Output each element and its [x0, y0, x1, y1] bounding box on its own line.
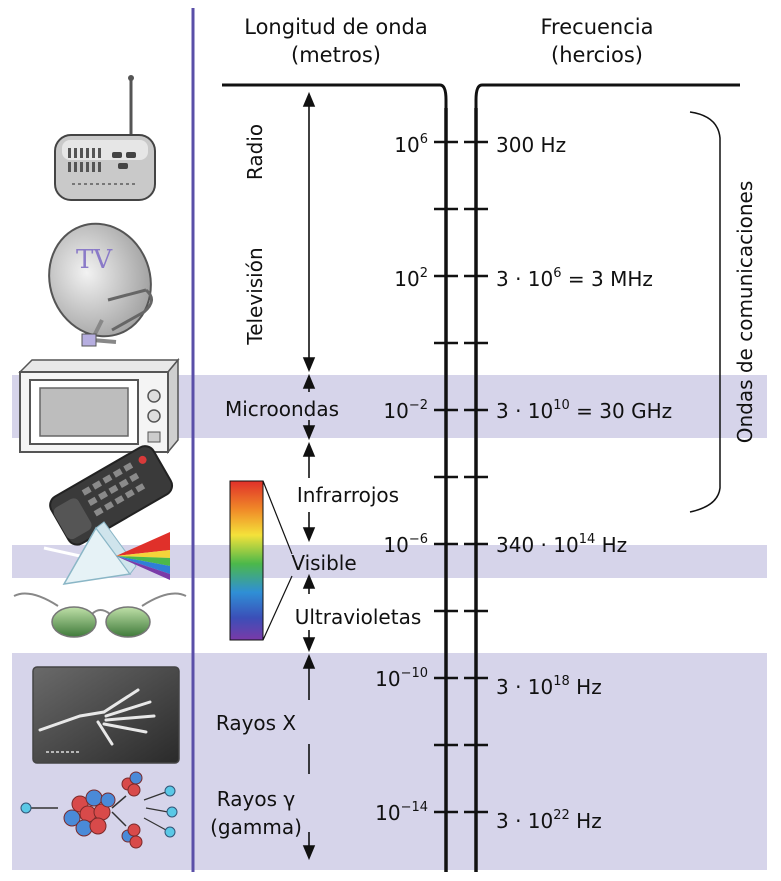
radio-icon	[54, 75, 156, 201]
wavelength-title: Longitud de onda	[244, 15, 427, 39]
wavelength-tick-label: 10−10	[375, 666, 428, 691]
frequency-unit: (hercios)	[551, 43, 643, 67]
remote-control-icon	[49, 445, 174, 546]
frequency-tick-label: 300 Hz	[496, 133, 566, 157]
frequency-title: Frecuencia	[541, 15, 654, 39]
frequency-tick-label: 3 · 106 = 3 MHz	[496, 266, 653, 291]
frequency-tick-label: 340 · 1014 Hz	[496, 532, 627, 557]
sunglasses-icon	[13, 592, 187, 638]
prism-icon	[43, 521, 170, 585]
frequency-tick-labels: 300 Hz 3 · 106 = 3 MHz 3 · 1010 = 30 GHz…	[496, 133, 672, 833]
svg-text:TV: TV	[76, 245, 113, 275]
wavelength-tick-label: 10−14	[375, 800, 428, 825]
band-label-infrared: Infrarrojos	[297, 483, 399, 507]
communications-label: Ondas de comunicaciones	[733, 181, 757, 444]
frequency-tick-label: 3 · 1010 = 30 GHz	[496, 398, 672, 423]
frequency-tick-label: 3 · 1018 Hz	[496, 674, 602, 699]
band-label-gamma-sub: (gamma)	[210, 815, 302, 839]
spectrum-connector-bottom	[262, 575, 293, 641]
wavelength-tick-labels: 106 102 10−2 10−6 10−10 10−14	[375, 132, 428, 825]
band-label-microwaves: Microondas	[225, 397, 339, 421]
wavelength-tick-label: 102	[394, 266, 428, 291]
band-label-xrays: Rayos X	[216, 711, 297, 735]
frequency-header-bar	[474, 83, 740, 110]
band-label-television: Televisión	[243, 247, 267, 345]
frequency-tick-label: 3 · 1022 Hz	[496, 808, 602, 833]
wavelength-header-bar	[222, 83, 448, 110]
xray-hand-icon	[32, 666, 180, 764]
nuclear-atom-icon	[20, 771, 178, 849]
band-label-visible: Visible	[291, 551, 356, 575]
wavelength-tick-label: 106	[394, 132, 428, 157]
tick-marks	[434, 140, 488, 814]
satellite-dish-icon: TV	[48, 222, 153, 347]
spectrum-connector-top	[262, 480, 293, 555]
range-arrows	[302, 91, 316, 861]
wavelength-unit: (metros)	[291, 43, 381, 67]
band-label-radio: Radio	[243, 124, 267, 180]
wavelength-tick-label: 10−2	[383, 398, 428, 423]
microwave-oven-icon	[18, 357, 180, 455]
communications-bracket	[689, 111, 721, 513]
wavelength-tick-label: 10−6	[383, 532, 428, 557]
band-label-ultraviolet: Ultravioletas	[295, 605, 422, 629]
visible-spectrum-bar	[229, 480, 264, 641]
band-label-gamma: Rayos γ	[217, 787, 296, 811]
